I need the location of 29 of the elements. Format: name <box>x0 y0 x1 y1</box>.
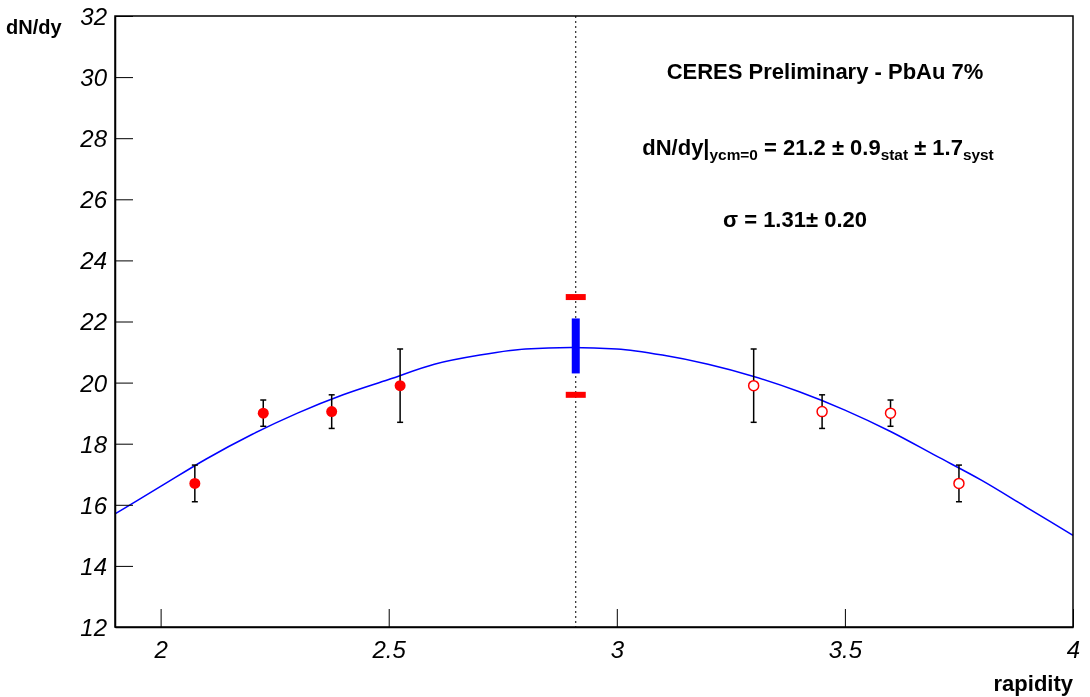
x-tick-label: 3.5 <box>828 636 863 664</box>
x-tick-label: 4 <box>1066 636 1081 664</box>
annotation: CERES Preliminary - PbAu 7% <box>666 59 984 84</box>
y-tick-label: 28 <box>79 125 108 153</box>
y-tick-label: 32 <box>80 2 107 30</box>
point <box>747 379 760 392</box>
y-tick-label: 12 <box>80 613 107 641</box>
y-tick-label: 26 <box>79 186 108 214</box>
point <box>257 407 269 419</box>
point <box>394 380 406 392</box>
point <box>884 407 897 419</box>
x-tick-label: 3 <box>610 636 625 664</box>
annotation: σ = 1.31± 0.20 <box>723 207 867 232</box>
point <box>953 477 965 490</box>
annotation: dN/dy|$_{ycm=0}$ = 21.2 ± 0.9$_{stat}$ ± 1.7$_{syst}$ <box>642 135 994 164</box>
x-axis-title: rapidity <box>993 671 1074 696</box>
y-tick-label: 30 <box>80 64 108 91</box>
y-tick-label: 20 <box>79 369 108 397</box>
y-tick-label: 16 <box>80 491 108 519</box>
y-tick-label: 22 <box>79 308 107 336</box>
y-tick-label: 24 <box>79 247 107 275</box>
point <box>816 405 828 418</box>
point <box>189 477 201 489</box>
x-tick-label: 2.5 <box>371 636 407 664</box>
point <box>326 406 338 418</box>
y-axis-title: dN/dy <box>6 16 63 38</box>
y-tick-label: 18 <box>80 430 108 458</box>
x-tick-label: 2 <box>153 636 168 664</box>
y-tick-label: 14 <box>80 552 107 580</box>
